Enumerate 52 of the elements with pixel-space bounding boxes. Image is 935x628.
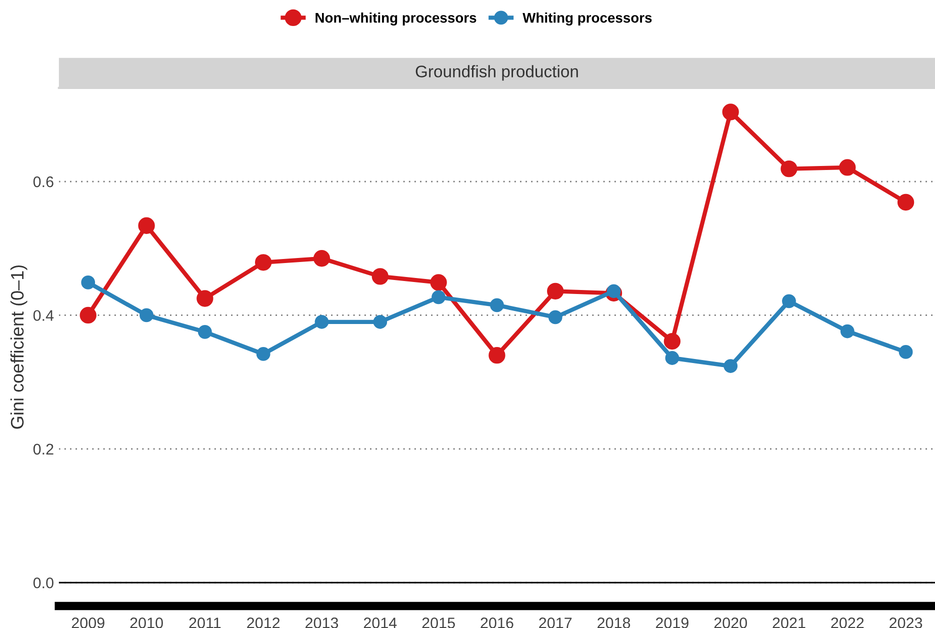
x-tick-label: 2020 [714, 618, 747, 628]
x-tick-label: 2012 [247, 618, 280, 628]
x-tick-label: 2018 [598, 618, 630, 628]
point [432, 290, 446, 304]
point [372, 268, 388, 285]
point [782, 294, 796, 308]
x-tick-label: 2010 [130, 618, 163, 628]
chart-title: Groundfish production [416, 65, 578, 81]
point [898, 345, 913, 359]
point [722, 104, 739, 120]
x-tick-label: 2019 [656, 618, 688, 628]
point [430, 274, 447, 291]
legend-label: Whiting processors [522, 12, 652, 26]
x-tick-label: 2013 [306, 618, 338, 628]
point [313, 250, 330, 267]
point [548, 310, 562, 324]
x-tick-label: 2015 [422, 618, 455, 628]
point [140, 308, 154, 322]
x-tick-label: 2014 [364, 618, 397, 628]
x-tick-label: 2022 [831, 618, 864, 628]
point [490, 298, 504, 312]
point [839, 159, 856, 176]
point [314, 314, 329, 329]
point [373, 314, 388, 329]
point [254, 254, 272, 271]
point [840, 324, 854, 338]
point [80, 306, 96, 324]
point [664, 332, 681, 350]
x-tick-label: 2011 [189, 618, 221, 628]
y-tick-label: 0.4 [33, 310, 54, 321]
x-tick-label: 2016 [480, 618, 514, 628]
point [606, 284, 621, 298]
legend-label: Non–whiting processors [316, 12, 476, 26]
y-tick-label: 0.6 [33, 176, 54, 188]
point [198, 324, 212, 339]
point [724, 359, 738, 373]
x-tick-label: 2017 [539, 618, 572, 628]
point [196, 290, 214, 307]
y-axis-title: Gini coefficient (0–1) [10, 265, 28, 429]
y-tick-label: 0.0 [33, 577, 54, 588]
x-tick-label: 2023 [890, 618, 922, 628]
point [81, 276, 96, 290]
point [665, 351, 680, 365]
x-tick-label: 2021 [772, 618, 806, 628]
x-tick-label: 2009 [72, 618, 104, 628]
point [780, 160, 798, 178]
point [256, 347, 270, 361]
point [547, 282, 564, 300]
point [138, 217, 155, 234]
point [488, 346, 506, 364]
point [897, 194, 914, 211]
y-tick-label: 0.2 [33, 444, 54, 455]
